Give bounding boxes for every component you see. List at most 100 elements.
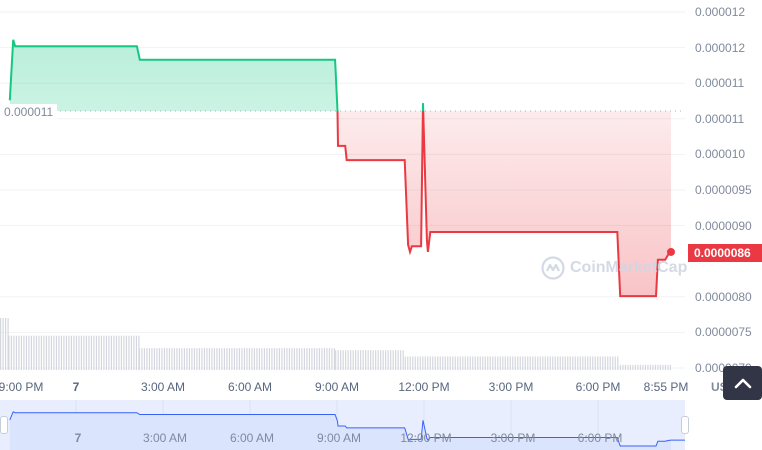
navigator-tick-label: 6:00 PM (577, 431, 623, 445)
volume-bar (241, 348, 243, 370)
volume-bar (554, 356, 556, 370)
volume-bar (529, 356, 531, 370)
volume-bar (599, 356, 601, 370)
volume-bar (469, 356, 471, 370)
volume-bar (547, 356, 549, 370)
volume-bar (577, 356, 579, 370)
scroll-to-top-button[interactable] (723, 366, 762, 400)
volume-bar (65, 335, 68, 370)
volume-bar (238, 348, 241, 370)
volume-bar (43, 335, 45, 370)
volume-bar (143, 348, 146, 370)
volume-bar (340, 350, 342, 370)
volume-bar (18, 335, 20, 370)
volume-bar (243, 348, 246, 370)
volume-bar (313, 348, 316, 370)
y-tick-label: 0.000010 (695, 147, 746, 162)
volume-bar (594, 356, 596, 370)
volume-bar (429, 356, 431, 370)
volume-bar (308, 348, 311, 370)
volume-bar (494, 356, 496, 370)
volume-bar (303, 348, 306, 370)
navigator-tick-label: 7 (74, 431, 82, 445)
volume-bar (387, 350, 389, 370)
volume-bar (176, 348, 178, 370)
price-line-up (8, 39, 425, 111)
area-above-baseline (9, 39, 671, 111)
volume-bar (186, 348, 188, 370)
volume-bar (589, 356, 591, 370)
volume-bar (166, 348, 168, 370)
volume-bar (459, 356, 461, 370)
volume-bar (236, 348, 238, 370)
volume-bar (163, 348, 166, 370)
x-tick-label: 6:00 PM (575, 380, 621, 394)
volume-bar (569, 356, 571, 370)
volume-bar (181, 348, 183, 370)
volume-bar (281, 348, 283, 370)
volume-bar (427, 356, 429, 370)
volume-bar (248, 348, 251, 370)
volume-bar (93, 335, 95, 370)
volume-bar (228, 348, 231, 370)
volume-bar (552, 356, 554, 370)
volume-bar (477, 356, 479, 370)
volume-bar (360, 350, 362, 370)
volume-bar (283, 348, 286, 370)
volume-bar (439, 356, 441, 370)
volume-bar (442, 356, 444, 370)
volume-bar (414, 356, 416, 370)
x-tick-label: 7 (72, 380, 80, 394)
volume-bar (78, 335, 80, 370)
volume-bar (306, 348, 308, 370)
volume-bar (524, 356, 526, 370)
volume-bar (404, 356, 406, 370)
volume-bar (153, 348, 156, 370)
volume-bar (417, 356, 419, 370)
volume-bar (509, 356, 511, 370)
volume-bar (345, 350, 347, 370)
volume-bar (226, 348, 228, 370)
volume-bar (609, 356, 611, 370)
volume-bar (208, 348, 211, 370)
volume-bar (667, 364, 669, 370)
volume-bar (83, 335, 85, 370)
volume-bar (549, 356, 551, 370)
volume-bar (211, 348, 213, 370)
y-tick-label: 0.000011 (695, 111, 745, 126)
volume-bar (276, 348, 278, 370)
navigator-right-handle[interactable] (681, 416, 689, 434)
volume-bar (103, 335, 105, 370)
volume-bar (161, 348, 163, 370)
volume-bar (8, 335, 10, 370)
volume-bar (385, 350, 387, 370)
volume-bar (479, 356, 481, 370)
volume-bar (196, 348, 198, 370)
navigator-left-handle[interactable] (0, 416, 8, 434)
y-tick-label: 0.0000075 (695, 325, 752, 340)
volume-bar (412, 356, 414, 370)
volume-bar (579, 356, 581, 370)
volume-bar (125, 335, 128, 370)
volume-bar (0, 318, 2, 370)
y-tick-label: 0.0000095 (695, 183, 752, 197)
volume-bar (188, 348, 191, 370)
price-line-down (336, 110, 672, 298)
volume-bar (562, 356, 564, 370)
volume-bar (191, 348, 193, 370)
volume-bar (216, 348, 218, 370)
volume-bar (372, 350, 374, 370)
volume-bar (627, 364, 629, 370)
volume-bar (409, 356, 411, 370)
volume-bar (375, 350, 377, 370)
volume-bar (128, 335, 130, 370)
volume-bar (652, 364, 654, 370)
volume-bar (90, 335, 93, 370)
volume-bar (474, 356, 476, 370)
volume-bar (328, 348, 331, 370)
volume-bar (120, 335, 123, 370)
y-tick-label: 0.000012 (695, 40, 746, 55)
volume-bar (492, 356, 494, 370)
y-tick-label: 0.0000080 (695, 289, 752, 304)
